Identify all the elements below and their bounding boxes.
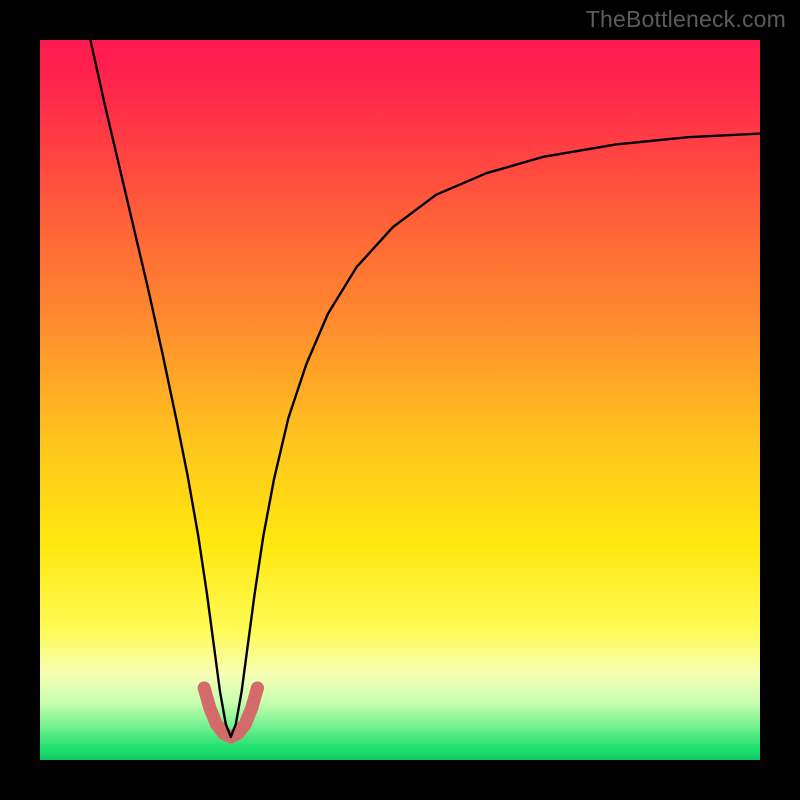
accent-dot [245,702,258,715]
plot-area [40,40,760,760]
watermark: TheBottleneck.com [586,6,786,33]
accent-dot [251,681,264,694]
accent-dot [198,681,211,694]
bottleneck-curve [90,40,760,737]
accent-dot [203,702,216,715]
black-frame: TheBottleneck.com [0,0,800,800]
curve-layer [40,40,760,760]
accent-dot [239,717,252,730]
